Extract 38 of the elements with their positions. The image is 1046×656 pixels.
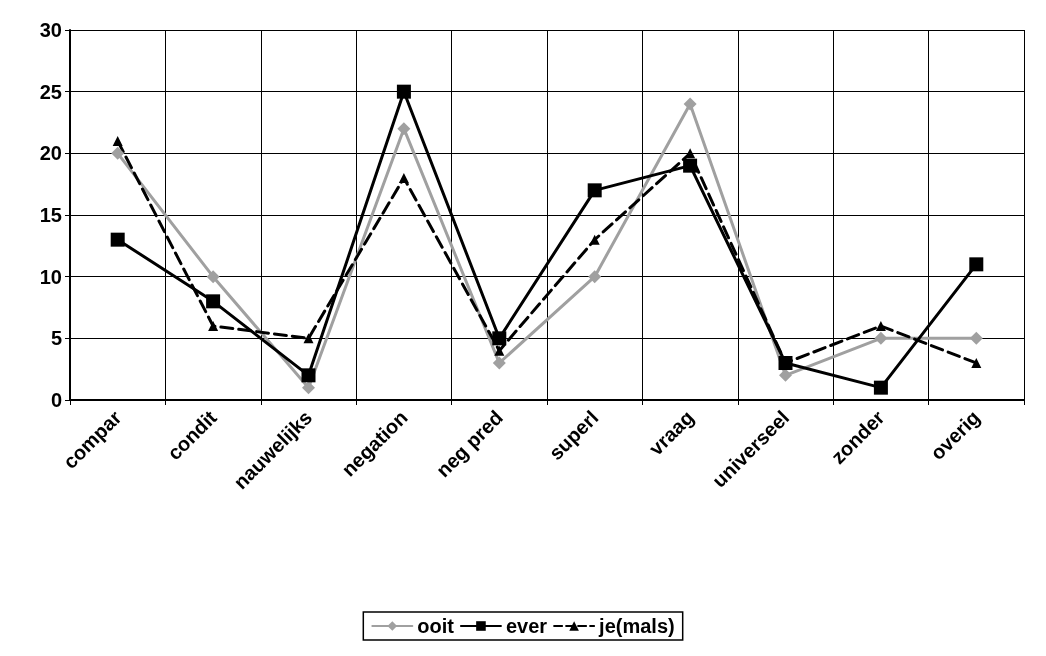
y-tick-label: 5 [50, 327, 62, 350]
point [969, 331, 983, 345]
y-tick-label: 10 [39, 265, 62, 288]
point [396, 84, 411, 99]
y-tick-label: 30 [39, 19, 62, 41]
legend-label: je(mals) [598, 615, 675, 637]
point [971, 358, 982, 368]
y-tick-label: 20 [39, 142, 62, 165]
point [494, 345, 505, 356]
point [873, 380, 888, 395]
point [492, 356, 506, 370]
point [110, 232, 125, 247]
point [875, 321, 886, 331]
y-tick-label: 25 [39, 80, 62, 103]
point [302, 381, 315, 395]
point [303, 333, 314, 344]
point [685, 148, 696, 159]
point [397, 122, 411, 136]
point [874, 331, 888, 345]
point [588, 270, 602, 284]
legend-label: ooit [417, 615, 455, 637]
point [206, 270, 220, 284]
point [398, 173, 409, 183]
point [301, 368, 316, 383]
point [589, 234, 600, 245]
point [683, 158, 698, 173]
legend-label: ever [505, 615, 548, 637]
y-tick-label: 15 [39, 204, 62, 226]
point [208, 321, 219, 331]
point [969, 257, 984, 272]
point [587, 183, 602, 198]
point [683, 97, 697, 111]
y-tick-label: 0 [50, 389, 62, 411]
point [111, 146, 125, 160]
point [206, 294, 221, 309]
point [779, 368, 792, 382]
point [112, 136, 123, 146]
point [492, 331, 507, 346]
